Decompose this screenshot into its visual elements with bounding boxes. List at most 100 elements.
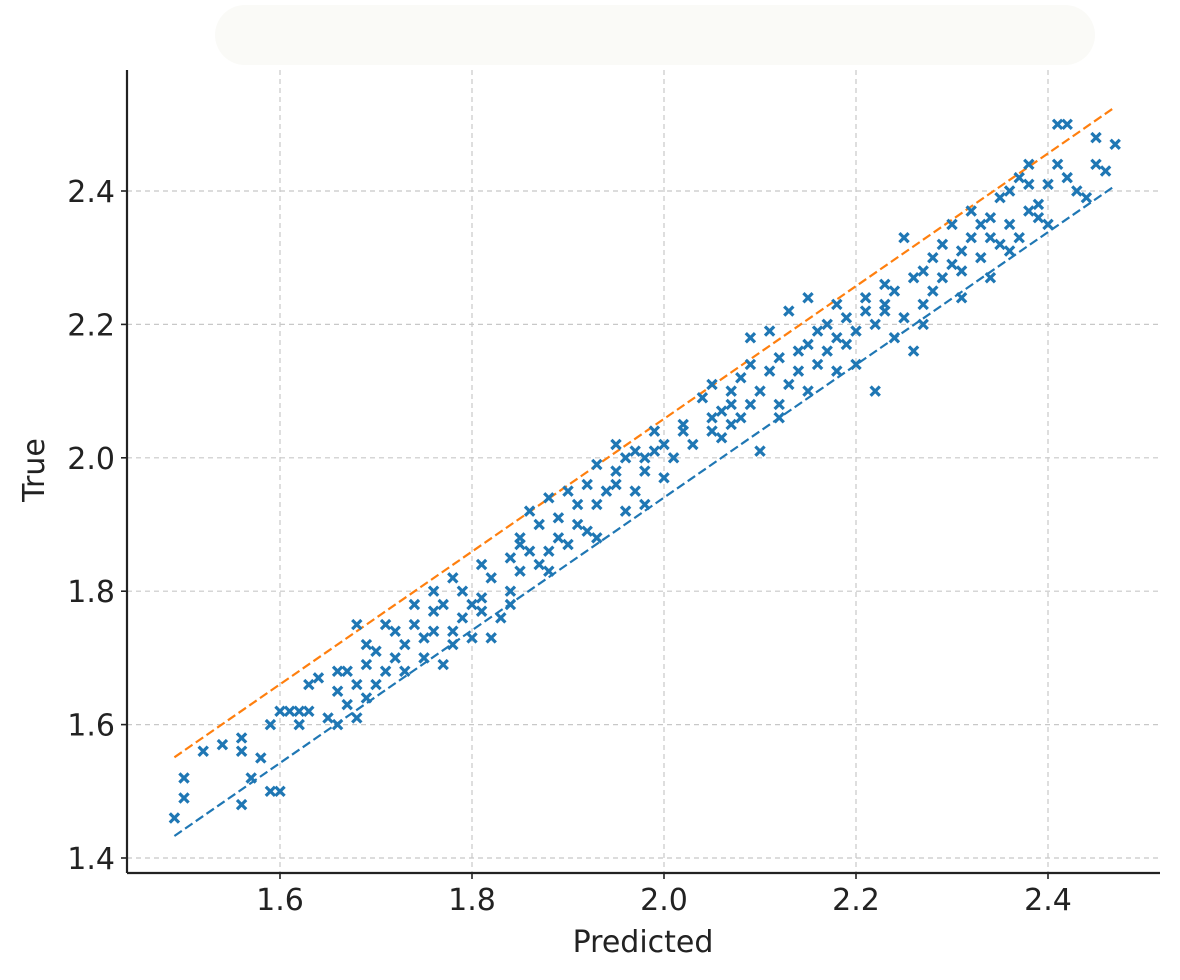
data-point <box>907 271 920 284</box>
data-point <box>984 231 997 244</box>
data-point <box>235 732 248 744</box>
lower-bound-line <box>173 184 1116 837</box>
data-point <box>283 705 296 717</box>
data-point <box>946 258 958 271</box>
data-point <box>379 665 392 677</box>
data-point <box>667 452 680 464</box>
data-point <box>1023 158 1035 171</box>
data-point <box>1003 185 1016 197</box>
data-point <box>1080 191 1093 204</box>
data-point <box>869 318 881 331</box>
data-point <box>293 705 305 717</box>
data-point <box>850 325 862 337</box>
data-point <box>907 345 920 357</box>
data-point <box>725 398 737 411</box>
x-tick-label: 2.0 <box>640 883 688 918</box>
data-point <box>1099 165 1112 177</box>
data-point <box>984 271 997 284</box>
y-tick-label: 1.4 <box>67 842 115 877</box>
data-point <box>936 271 949 284</box>
data-point <box>370 678 382 691</box>
data-point <box>543 565 555 577</box>
data-point <box>869 385 881 397</box>
data-point <box>744 332 757 344</box>
data-point <box>648 445 661 457</box>
data-point <box>552 532 565 544</box>
data-point <box>610 438 622 451</box>
y-tick-label: 1.8 <box>67 575 115 610</box>
data-point <box>379 618 392 631</box>
data-point <box>696 392 709 404</box>
data-point <box>610 465 622 477</box>
data-point <box>408 618 421 631</box>
data-point <box>351 678 363 691</box>
data-point <box>523 505 536 517</box>
data-point <box>802 385 814 397</box>
data-point <box>955 245 968 257</box>
data-point <box>456 585 469 597</box>
data-point <box>1013 171 1025 184</box>
data-point <box>783 378 795 391</box>
data-point <box>965 205 977 217</box>
data-point <box>946 218 958 231</box>
x-tick-label: 2.4 <box>1024 883 1072 918</box>
data-point <box>399 665 411 677</box>
data-point <box>898 231 910 244</box>
upper-bound-line <box>173 106 1116 759</box>
data-point <box>562 538 574 551</box>
data-point <box>264 718 277 731</box>
data-point <box>533 518 545 531</box>
data-point <box>984 211 997 224</box>
data-point <box>389 652 401 664</box>
data-point <box>427 625 440 637</box>
data-point <box>523 545 536 557</box>
data-point <box>1032 211 1045 224</box>
data-point <box>331 665 344 677</box>
data-point <box>437 598 449 611</box>
data-point <box>1032 198 1045 211</box>
data-point <box>763 365 776 377</box>
data-point <box>418 632 430 644</box>
data-point <box>1003 245 1016 257</box>
data-point <box>821 345 833 357</box>
data-point <box>456 612 469 624</box>
x-tick-label: 2.2 <box>832 883 880 918</box>
data-point <box>178 772 190 784</box>
data-point <box>735 412 747 424</box>
data-point <box>581 478 593 491</box>
data-point <box>792 345 805 357</box>
data-point <box>543 545 555 557</box>
data-point <box>773 352 785 364</box>
data-point <box>831 332 843 344</box>
data-point <box>293 718 305 731</box>
data-point <box>1090 131 1102 144</box>
y-ticks: 1.4 1.6 1.8 2.0 2.2 2.4 <box>67 175 127 877</box>
data-point <box>543 492 555 504</box>
data-point <box>725 385 737 397</box>
data-point <box>1023 205 1035 217</box>
data-point <box>658 438 670 451</box>
data-point <box>744 398 757 411</box>
data-point <box>629 445 641 457</box>
data-point <box>831 298 843 311</box>
data-point <box>168 812 181 824</box>
data-point <box>773 412 785 424</box>
data-point <box>629 485 641 497</box>
data-point <box>331 718 344 731</box>
data-point <box>648 425 661 437</box>
data-point <box>879 305 891 317</box>
data-point <box>850 358 862 371</box>
data-point <box>879 278 891 291</box>
data-point <box>562 485 574 497</box>
data-point <box>936 238 949 251</box>
data-point <box>744 358 757 371</box>
data-point <box>706 378 718 391</box>
data-point <box>773 398 785 411</box>
data-point <box>485 572 497 584</box>
data-point <box>418 652 430 664</box>
data-point <box>639 498 651 511</box>
data-point <box>341 698 353 711</box>
data-point <box>802 291 814 304</box>
y-tick-label: 2.2 <box>67 308 115 343</box>
